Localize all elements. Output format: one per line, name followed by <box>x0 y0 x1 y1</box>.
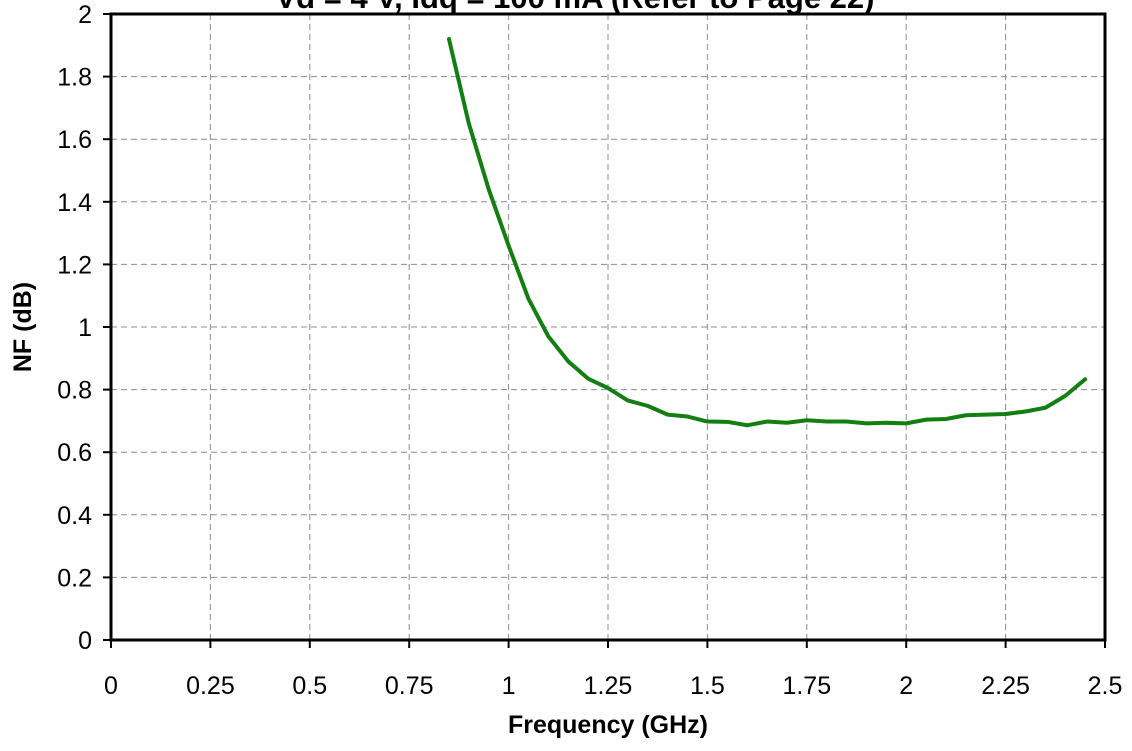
grid <box>111 14 1105 640</box>
x-tick-label: 1.75 <box>782 672 831 700</box>
x-tick-label: 2.25 <box>981 672 1030 700</box>
chart-title: Vd = 4 V, Idq = 100 mA (Refer to Page 22… <box>276 0 875 15</box>
tick-labels: 0 0.25 0.5 0.75 1 1.25 1.5 1.75 2 2.25 2.5 0 0.2 0.4 0… <box>57 1 1122 700</box>
x-tick-label: 1.25 <box>584 672 633 700</box>
y-tick-label: 2 <box>78 1 92 29</box>
y-tick-label: 1.4 <box>57 189 92 217</box>
y-tick-label: 1.2 <box>57 251 92 279</box>
y-axis-title: NF (dB) <box>9 282 37 372</box>
x-tick-label: 2 <box>899 672 913 700</box>
x-tick-label: 0.75 <box>385 672 434 700</box>
y-tick-label: 0.8 <box>57 377 92 405</box>
plot-frame <box>109 12 1107 642</box>
nf-series-line <box>446 37 1088 428</box>
x-tick-label: 1 <box>502 672 516 700</box>
series-layer <box>446 37 1088 428</box>
y-tick-label: 0.2 <box>57 564 92 592</box>
y-tick-label: 1.8 <box>57 64 92 92</box>
x-tick-label: 0.5 <box>292 672 327 700</box>
x-tick-label: 0 <box>104 672 118 700</box>
x-tick-label: 0.25 <box>186 672 235 700</box>
y-tick-label: 0 <box>78 627 92 655</box>
x-axis-title: Frequency (GHz) <box>508 711 708 739</box>
y-tick-label: 0.6 <box>57 439 92 467</box>
y-tick-label: 1 <box>78 314 92 342</box>
y-tick-label: 1.6 <box>57 126 92 154</box>
x-tick-label: 2.5 <box>1088 672 1123 700</box>
y-tick-label: 0.4 <box>57 502 92 530</box>
axis-ticks <box>103 13 1106 648</box>
x-tick-label: 1.5 <box>690 672 725 700</box>
